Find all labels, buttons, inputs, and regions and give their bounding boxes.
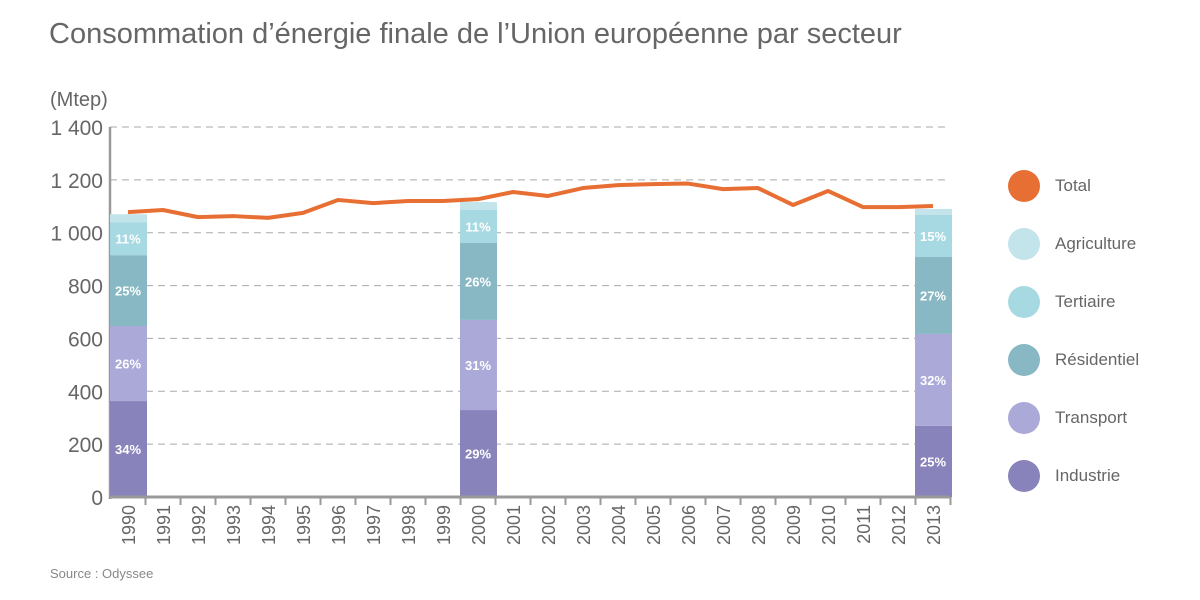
legend-item-résidentiel: Résidentiel <box>1008 344 1198 376</box>
legend-item-agriculture: Agriculture <box>1008 228 1198 260</box>
total-line <box>127 181 934 220</box>
source-note: Source : Odyssee <box>50 566 154 581</box>
legend-label: Transport <box>1055 408 1128 427</box>
bar-data-label: 32% <box>920 373 946 388</box>
legend-label: Total <box>1055 176 1091 195</box>
legend-swatch <box>1008 286 1040 318</box>
legend-label: Industrie <box>1055 466 1121 485</box>
x-tick-label: 2003 <box>574 505 594 545</box>
legend-item-tertiaire: Tertiaire <box>1008 286 1198 318</box>
bar-segment-transport <box>460 319 497 411</box>
bar-data-label: 11% <box>465 220 491 235</box>
legend-label: Tertiaire <box>1055 292 1116 311</box>
bar-segment-tertiaire <box>110 222 147 256</box>
x-tick-label: 2012 <box>889 505 909 545</box>
chart-title: Consommation d’énergie finale de l’Union… <box>49 18 902 50</box>
bar-data-label: 26% <box>115 357 141 372</box>
x-tick-label: 2008 <box>749 505 769 545</box>
bar-data-label: 25% <box>115 284 141 299</box>
legend-swatch <box>1008 402 1040 434</box>
bar-segment-tertiaire <box>460 209 497 244</box>
x-tick-label: 2000 <box>469 505 489 545</box>
x-tick-label: 2004 <box>609 505 629 545</box>
legend-label: Agriculture <box>1055 234 1137 253</box>
bar-segment-industrie <box>460 410 497 497</box>
legend-swatch <box>1008 170 1040 202</box>
bar-data-label: 29% <box>465 447 491 462</box>
x-tick-label: 1992 <box>189 505 209 545</box>
bar-data-label: 25% <box>920 454 946 469</box>
x-tick-label: 2007 <box>714 505 734 545</box>
bar-data-label: 26% <box>465 274 491 289</box>
x-tick-label: 2002 <box>539 505 559 545</box>
legend-item-industrie: Industrie <box>1008 460 1198 492</box>
x-tick-label: 2009 <box>784 505 804 545</box>
x-tick-label: 2010 <box>819 505 839 545</box>
bar-data-label: 15% <box>920 229 946 244</box>
legend-item-total: Total <box>1008 170 1198 202</box>
x-tick-label: 1991 <box>154 505 174 545</box>
bar-segment-résidentiel <box>110 255 147 327</box>
y-tick-label: 1 200 <box>50 170 103 193</box>
bar-segment-résidentiel <box>460 243 497 320</box>
bar-segment-résidentiel <box>915 257 952 334</box>
x-tick-label: 1999 <box>434 505 454 545</box>
bar-data-label: 34% <box>115 442 141 457</box>
bar-segment-agriculture <box>915 208 952 216</box>
x-tick-label: 1995 <box>294 505 314 545</box>
bar-segment-transport <box>110 326 147 402</box>
x-tick-label: 1998 <box>399 505 419 545</box>
y-tick-label: 600 <box>68 328 103 351</box>
legend-label: Résidentiel <box>1055 350 1140 369</box>
y-tick-label: 400 <box>68 381 103 404</box>
bar-data-label: 27% <box>920 288 946 303</box>
x-tick-label: 2001 <box>504 505 524 545</box>
x-tick-label: 1997 <box>364 505 384 545</box>
x-tick-label: 1990 <box>119 505 139 545</box>
bar-segment-industrie <box>110 401 147 497</box>
legend-swatch <box>1008 228 1040 260</box>
bar-data-label: 11% <box>115 232 141 247</box>
y-tick-label: 0 <box>91 487 103 510</box>
y-tick-label: 800 <box>68 276 103 299</box>
bar-segment-industrie <box>915 425 952 497</box>
legend-swatch <box>1008 344 1040 376</box>
y-tick-label: 1 400 <box>50 117 103 140</box>
x-tick-label: 2006 <box>679 505 699 545</box>
bar-data-label: 31% <box>465 358 491 373</box>
legend-item-transport: Transport <box>1008 402 1198 434</box>
legend-swatch <box>1008 460 1040 492</box>
x-tick-label: 1994 <box>259 505 279 545</box>
x-tick-label: 1993 <box>224 505 244 545</box>
bar-segment-transport <box>915 333 952 426</box>
x-tick-label: 1996 <box>329 505 349 545</box>
x-tick-label: 2005 <box>644 505 664 545</box>
y-tick-label: 1 000 <box>50 223 103 246</box>
bar-segment-tertiaire <box>915 215 952 258</box>
y-axis-unit: (Mtep) <box>50 89 108 111</box>
bar-segment-agriculture <box>460 202 497 210</box>
y-tick-label: 200 <box>68 434 103 457</box>
x-tick-label: 2011 <box>854 505 874 544</box>
bar-segment-agriculture <box>110 214 147 223</box>
x-tick-label: 2013 <box>924 505 944 545</box>
